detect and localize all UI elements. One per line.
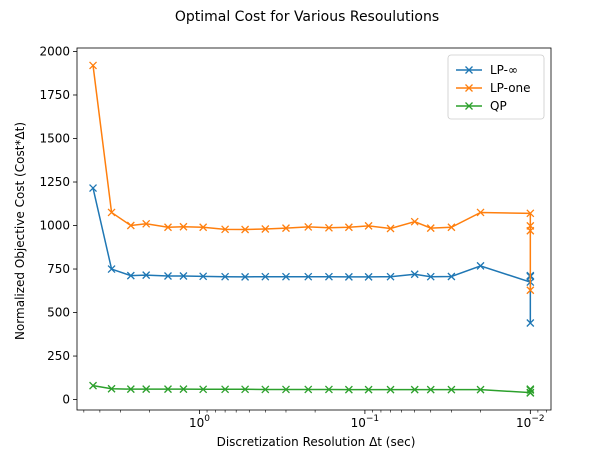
data-point [261,385,270,394]
legend-marker [465,66,473,74]
data-point [324,385,333,394]
data-point [526,209,535,218]
data-point [526,286,535,295]
data-point [364,385,373,394]
data-point [126,385,135,394]
data-point [476,261,485,270]
legend-marker [465,84,473,92]
data-point [476,208,485,217]
data-point [164,223,172,232]
legend-label: LP-one [490,81,531,95]
data-point [221,385,230,394]
legend-label: QP [490,99,507,113]
data-point [126,221,135,230]
data-point [261,225,270,233]
data-point [304,385,313,394]
data-point [324,272,333,281]
data-point [107,384,116,393]
data-point [410,217,419,226]
series-line-1 [92,65,532,291]
data-point [142,271,151,280]
x-tick-label: 100 [189,414,210,430]
data-point [386,272,395,281]
data-point [304,222,313,231]
data-point [364,272,373,281]
data-point [199,385,208,394]
x-tick-label: 10−1 [351,414,380,430]
data-point [476,385,485,394]
data-point [386,224,395,233]
series-line-2 [92,384,532,394]
axes-frame [76,47,552,411]
data-point [426,272,435,281]
data-point [241,272,250,281]
legend-label: LP-∞ [490,63,518,77]
data-point [410,270,419,279]
data-point [447,385,456,394]
data-point [526,226,535,235]
data-point [526,319,535,327]
data-point [386,385,395,394]
y-tick-label: 750 [47,262,70,276]
data-point [304,272,313,281]
data-point [126,271,135,280]
y-tick-label: 1750 [39,88,70,102]
data-point [447,223,456,232]
y-tick-label: 1500 [39,132,70,146]
data-point [364,221,373,230]
y-tick-label: 1000 [39,219,70,233]
data-point [241,385,250,394]
data-point [199,223,208,232]
data-point [410,385,419,394]
legend-marker [465,102,473,110]
data-point [164,272,172,280]
data-point [142,219,151,228]
legend: LP-∞ LP-one QP [447,54,545,120]
data-point [164,385,172,394]
data-point [324,223,333,232]
data-point [344,272,353,281]
y-tick-label: 500 [47,306,70,320]
data-point [426,224,435,233]
data-point [89,381,97,390]
axes: 0 250 500 750 1000 1250 1500 1750 2000 100 10−1 10−… [39,44,552,430]
data-point [221,225,230,234]
data-point [526,385,535,394]
data-point [241,225,250,234]
y-axis-label: Normalized Objective Cost (Cost*Δt) [13,122,27,340]
plot-area [89,61,535,397]
x-tick-label: 10−2 [516,414,545,430]
data-point [344,223,353,232]
data-point [282,224,290,233]
data-point [89,61,97,70]
data-point [447,272,456,281]
data-point [107,208,116,217]
data-point [344,385,353,394]
data-point [221,272,230,281]
series-line-0 [92,187,532,323]
data-point [179,385,188,394]
data-point [426,385,435,394]
data-point [142,385,151,394]
y-tick-label: 2000 [39,44,70,58]
data-point [282,272,290,281]
data-point [179,272,188,280]
data-point [199,272,208,281]
y-tick-label: 1250 [39,175,70,189]
data-point [179,222,188,231]
data-point [107,265,116,273]
y-tick-label: 0 [62,393,70,407]
x-axis-label: Discretization Resolution Δt (sec) [217,435,416,449]
chart-title: Optimal Cost for Various Resoulutions [175,9,439,25]
data-point [282,385,290,394]
y-tick-label: 250 [47,349,70,363]
data-point [89,184,97,193]
data-point [261,272,270,281]
